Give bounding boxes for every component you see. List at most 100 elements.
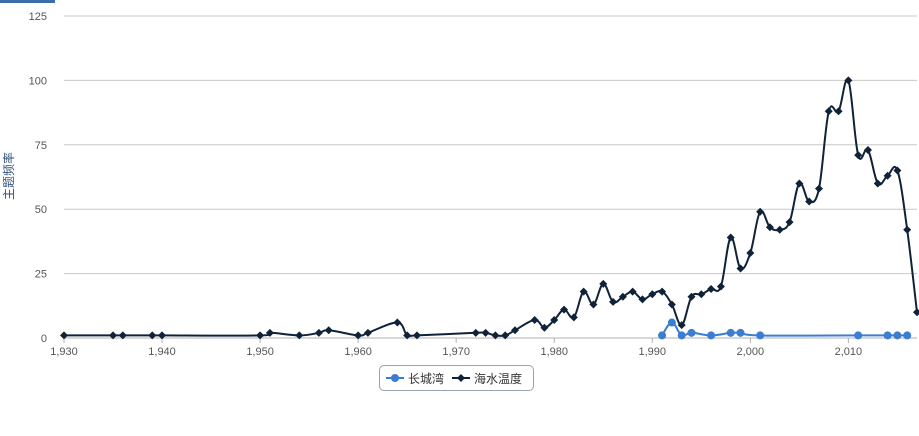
point-series-1-6 xyxy=(736,328,745,337)
point-series-2-46 xyxy=(785,218,794,227)
point-series-2-6 xyxy=(265,328,274,337)
point-series-2-21 xyxy=(540,323,549,332)
series-line-2 xyxy=(63,78,918,338)
point-series-2-18 xyxy=(501,331,510,340)
point-series-2-17 xyxy=(491,331,500,340)
point-series-2-39 xyxy=(716,282,725,291)
point-series-2-15 xyxy=(471,328,480,337)
y-tick-label-75: 75 xyxy=(35,140,47,152)
legend-diamond-marker-icon xyxy=(452,374,471,382)
point-series-2-9 xyxy=(324,326,333,335)
x-tick-label-1950: 1,950 xyxy=(246,346,274,358)
point-series-2-41 xyxy=(736,264,745,273)
point-series-2-48 xyxy=(805,197,814,206)
point-series-2-53 xyxy=(854,151,863,160)
point-series-2-0 xyxy=(60,331,68,340)
point-series-1-10 xyxy=(893,331,902,340)
point-series-2-33 xyxy=(658,287,667,296)
legend-item-series-2[interactable]: 海水温度 xyxy=(452,370,522,387)
point-series-2-51 xyxy=(834,107,843,116)
legend-item-series-1[interactable]: 长城湾 xyxy=(386,370,444,387)
point-series-2-4 xyxy=(158,331,167,340)
point-series-2-19 xyxy=(511,326,520,335)
point-series-2-59 xyxy=(913,308,919,317)
point-series-1-3 xyxy=(687,328,696,337)
point-series-2-38 xyxy=(707,285,716,294)
point-series-1-0 xyxy=(658,331,667,340)
point-series-2-54 xyxy=(863,145,872,154)
x-tick-label-1990: 1,990 xyxy=(639,346,667,358)
x-tick-label-1940: 1,940 xyxy=(148,346,176,358)
point-series-1-1 xyxy=(667,318,676,327)
y-axis-label: 主题频率 xyxy=(1,152,16,200)
y-tick-label-50: 50 xyxy=(35,204,47,216)
point-series-1-4 xyxy=(707,331,716,340)
point-series-2-44 xyxy=(765,223,774,232)
x-tick-label-1930: 1,930 xyxy=(50,346,78,358)
series-2 xyxy=(60,76,919,340)
y-tick-label-125: 125 xyxy=(29,11,47,23)
point-series-2-28 xyxy=(609,297,618,306)
point-series-2-58 xyxy=(903,225,912,234)
legend: 长城湾 海水温度 xyxy=(379,365,534,391)
y-axis-ticks: 0 25 50 75 100 125 xyxy=(29,11,47,345)
point-series-2-25 xyxy=(579,287,588,296)
point-series-2-22 xyxy=(550,315,559,324)
legend-label-series-2: 海水温度 xyxy=(474,371,523,386)
point-series-2-42 xyxy=(746,248,755,257)
point-series-2-30 xyxy=(628,287,637,296)
point-series-2-13 xyxy=(403,331,412,340)
point-series-2-2 xyxy=(118,331,127,340)
point-series-1-9 xyxy=(883,331,892,340)
series-layer xyxy=(60,76,919,340)
point-series-1-5 xyxy=(726,328,735,337)
point-series-2-35 xyxy=(677,321,686,330)
point-series-2-50 xyxy=(824,107,833,116)
y-tick-label-25: 25 xyxy=(35,269,47,281)
point-series-2-40 xyxy=(726,233,735,242)
point-series-2-47 xyxy=(795,179,804,188)
point-series-2-20 xyxy=(530,315,539,324)
x-tick-label-2010: 2,010 xyxy=(835,346,863,358)
point-series-2-10 xyxy=(354,331,363,340)
point-series-2-43 xyxy=(756,207,765,216)
point-series-1-2 xyxy=(677,331,686,340)
point-series-2-57 xyxy=(893,166,902,175)
point-series-2-56 xyxy=(883,171,892,180)
point-series-2-49 xyxy=(814,184,823,193)
x-tick-label-2000: 2,000 xyxy=(737,346,765,358)
point-series-2-32 xyxy=(648,290,657,299)
point-series-2-52 xyxy=(844,76,853,85)
point-series-2-12 xyxy=(393,318,402,327)
y-tick-label-100: 100 xyxy=(29,75,47,87)
point-series-2-55 xyxy=(873,179,882,188)
point-series-2-31 xyxy=(638,295,647,304)
point-series-2-14 xyxy=(412,331,421,340)
legend-label-series-1: 长城湾 xyxy=(408,371,445,386)
grid-lines xyxy=(64,15,917,339)
top-accent-bar xyxy=(0,0,55,3)
legend-circle-marker-icon xyxy=(386,374,404,382)
point-series-2-1 xyxy=(109,331,118,340)
point-series-2-37 xyxy=(697,290,706,299)
point-series-2-27 xyxy=(599,279,608,288)
series-line-1 xyxy=(661,321,908,337)
point-series-1-8 xyxy=(854,331,863,340)
x-tick-label-1970: 1,970 xyxy=(442,346,470,358)
point-series-2-8 xyxy=(314,328,323,337)
point-series-2-26 xyxy=(589,300,598,309)
series-1 xyxy=(658,318,912,340)
point-series-2-23 xyxy=(560,305,569,314)
point-series-2-24 xyxy=(569,313,578,322)
point-series-2-45 xyxy=(775,225,784,234)
point-series-2-7 xyxy=(295,331,304,340)
y-tick-label-0: 0 xyxy=(41,333,47,345)
point-series-2-3 xyxy=(148,331,157,340)
point-series-2-29 xyxy=(618,292,627,301)
x-tick-label-1960: 1,960 xyxy=(344,346,372,358)
x-axis-ticks: 1,930 1,940 1,950 1,960 1,970 1,980 1,990 2,000… xyxy=(50,338,862,358)
point-series-2-36 xyxy=(687,292,696,301)
point-series-1-11 xyxy=(903,331,912,340)
point-series-2-11 xyxy=(363,328,372,337)
